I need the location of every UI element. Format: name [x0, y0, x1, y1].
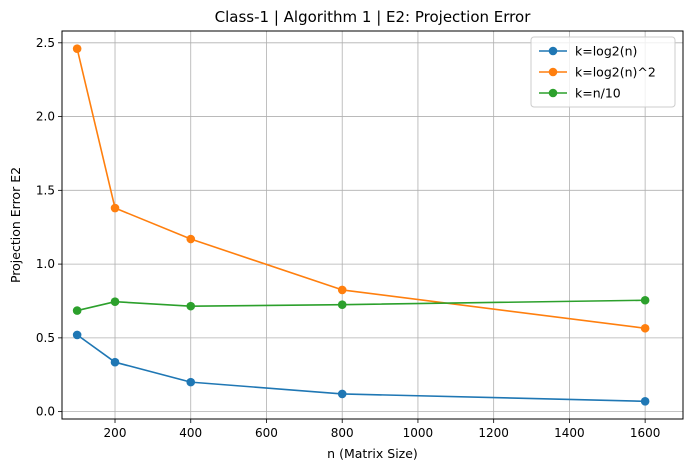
- y-tick-label: 1.5: [36, 183, 55, 197]
- y-tick-label: 0.5: [36, 331, 55, 345]
- legend-item: k=n/10: [539, 86, 621, 101]
- x-tick-label: 800: [331, 426, 354, 440]
- series-line: [76, 334, 646, 403]
- series-k-log2-n: [72, 330, 650, 406]
- x-tick-label: 1600: [630, 426, 661, 440]
- legend-box: [530, 36, 676, 108]
- plot-series: [72, 44, 650, 406]
- y-tick-label: 1.0: [36, 257, 55, 271]
- legend-item: k=log2(n): [539, 44, 637, 59]
- legend-label: k=n/10: [575, 86, 621, 101]
- data-point: [72, 330, 82, 340]
- data-point: [337, 300, 347, 309]
- legend-label: k=log2(n)^2: [575, 65, 656, 80]
- data-point: [337, 285, 347, 295]
- data-point: [186, 301, 196, 311]
- plot-frame: [61, 30, 684, 420]
- data-point: [337, 389, 347, 399]
- x-tick-label: 600: [255, 426, 278, 440]
- x-tick-label: 200: [104, 426, 127, 440]
- data-point: [110, 297, 120, 307]
- data-point: [186, 234, 196, 244]
- x-axis-ticks: 200 400 600 800 1000 1200 1400 1600: [104, 419, 661, 440]
- y-tick-label: 2.5: [36, 36, 55, 50]
- x-tick-label: 1200: [478, 426, 509, 440]
- x-tick-label: 1000: [403, 426, 434, 440]
- x-tick-label: 400: [179, 426, 202, 440]
- chart-title: Class-1 | Algorithm 1 | E2: Projection E…: [215, 8, 532, 26]
- legend-item: k=log2(n)^2: [539, 65, 656, 80]
- y-axis-label: Projection Error E2: [8, 167, 23, 283]
- data-point: [110, 203, 120, 213]
- y-axis-ticks: 0.0 0.5 1.0 1.5 2.0 2.5: [36, 36, 62, 419]
- series-k-n-10: [72, 295, 650, 315]
- data-point: [186, 377, 196, 387]
- data-point: [640, 295, 650, 305]
- series-line: [76, 299, 646, 312]
- data-point: [640, 323, 650, 333]
- y-tick-label: 2.0: [36, 110, 55, 124]
- x-tick-label: 1400: [554, 426, 585, 440]
- legend-swatch-marker: [548, 88, 558, 98]
- data-point: [72, 306, 82, 315]
- data-point: [72, 44, 82, 54]
- legend: k=log2(n) k=log2(n)^2 k=n/10: [530, 36, 676, 108]
- y-tick-label: 0.0: [36, 405, 55, 419]
- data-point: [640, 396, 650, 406]
- legend-swatch-marker: [548, 46, 558, 56]
- x-axis-label: n (Matrix Size): [327, 446, 418, 461]
- data-point: [110, 357, 120, 367]
- legend-label: k=log2(n): [575, 44, 637, 59]
- legend-swatch-marker: [548, 67, 558, 77]
